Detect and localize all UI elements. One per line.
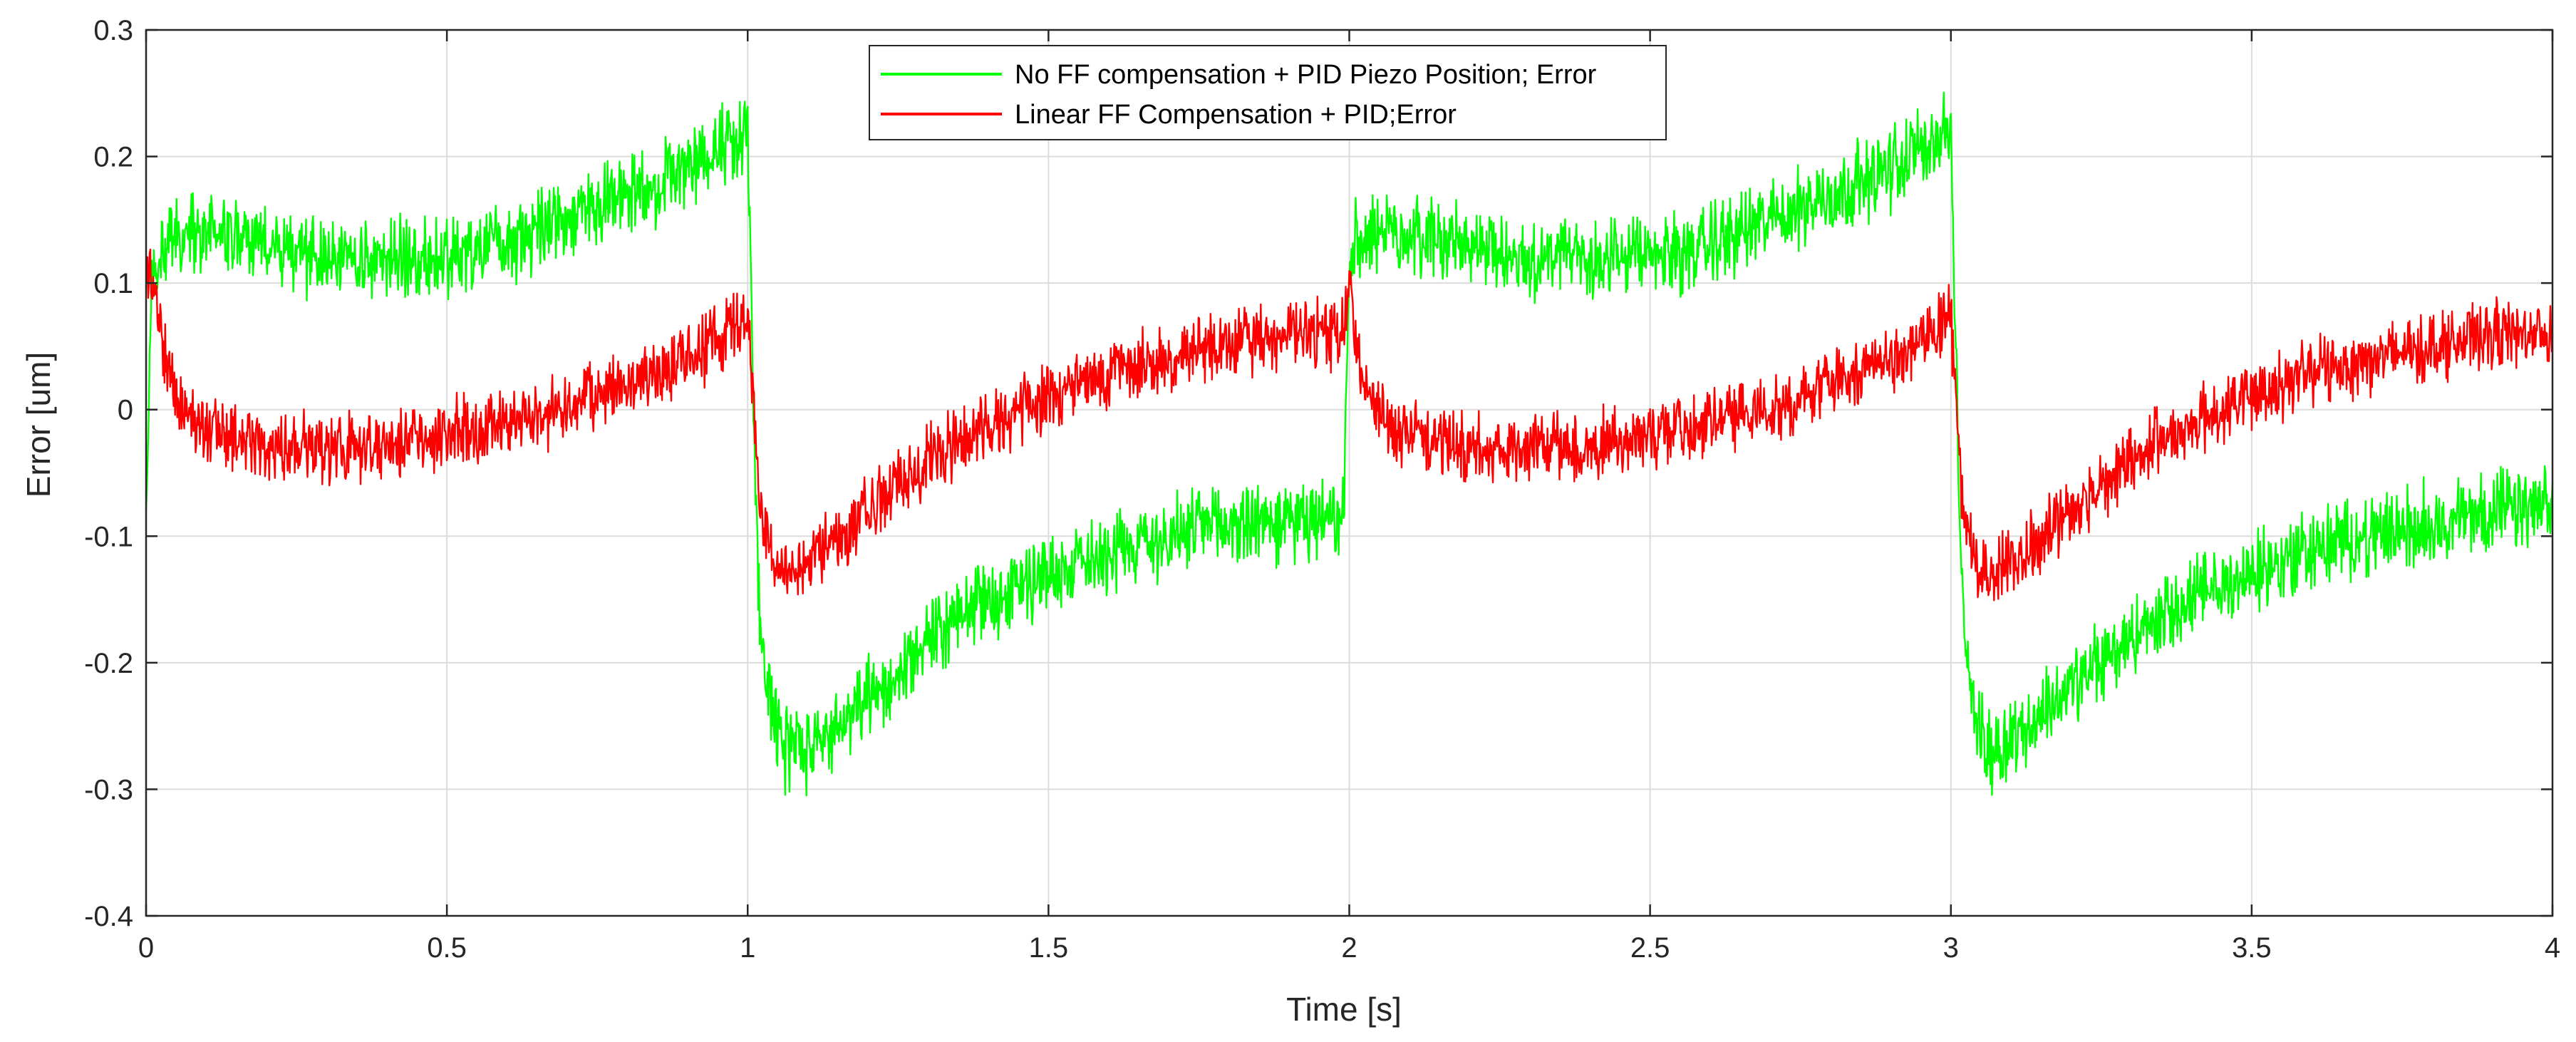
y-axis-label: Error [um]: [20, 352, 57, 497]
x-tick-label: 1.5: [1029, 932, 1069, 964]
x-tick-label: 3.5: [2232, 932, 2272, 964]
y-tick-label: 0.2: [93, 142, 133, 173]
x-tick-label: 0.5: [427, 932, 467, 964]
tick-layer: [145, 29, 2554, 917]
y-tick-label: -0.1: [84, 521, 133, 552]
legend-label-no-ff: No FF compensation + PID Piezo Position;…: [1015, 60, 1597, 90]
legend: No FF compensation + PID Piezo Position;…: [869, 45, 1667, 140]
legend-box: [869, 45, 1667, 140]
y-tick-label: 0: [118, 395, 133, 426]
y-tick-label: 0.1: [93, 268, 133, 299]
series-layer: [145, 91, 2554, 797]
y-tick-label: 0.3: [93, 15, 133, 46]
y-tick-label: -0.3: [84, 774, 133, 805]
tick-label-layer: 0 0.5 1 1.5 2 2.5 3 3.5 4 -0.4 -0.3 -0.2 -0.1 0 0.1 0.2…: [84, 15, 2560, 964]
x-tick-label: 4: [2545, 932, 2560, 964]
x-tick-label: 2: [1341, 932, 1357, 964]
y-tick-label: -0.4: [84, 901, 133, 932]
x-tick-label: 0: [138, 932, 154, 964]
x-tick-label: 2.5: [1630, 932, 1670, 964]
x-tick-label: 1: [740, 932, 755, 964]
series-linear-ff-compensation: [145, 248, 2554, 602]
legend-label-linear-ff: Linear FF Compensation + PID;Error: [1015, 100, 1457, 130]
x-tick-label: 3: [1943, 932, 1959, 964]
y-tick-label: -0.2: [84, 648, 133, 679]
x-axis-label: Time [s]: [1286, 991, 1402, 1028]
